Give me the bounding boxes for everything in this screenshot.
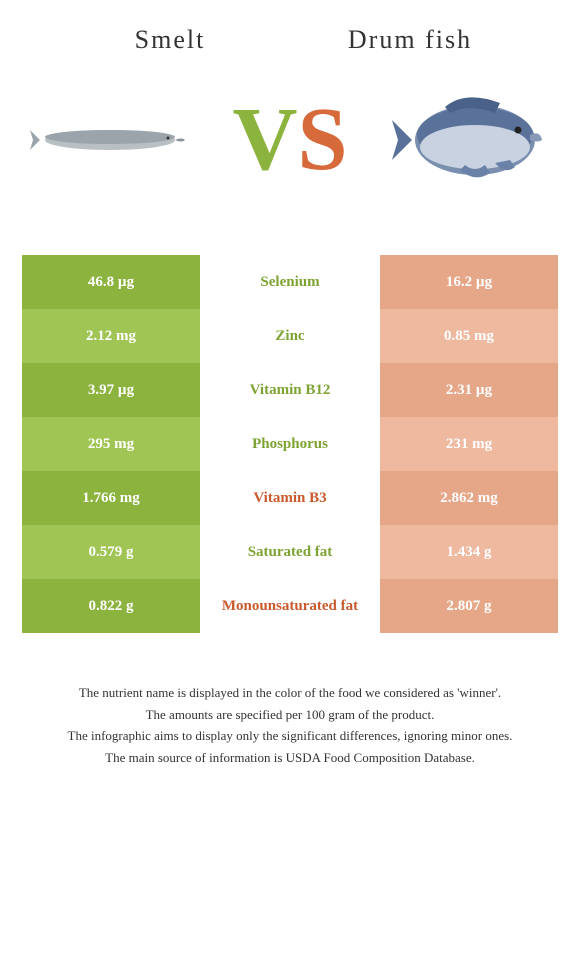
value-right: 1.434 g [380,525,558,579]
value-left: 295 mg [22,417,200,471]
smelt-image [30,90,190,190]
footer-notes: The nutrient name is displayed in the co… [30,683,550,767]
value-left: 0.822 g [22,579,200,633]
value-left: 1.766 mg [22,471,200,525]
nutrient-name: Vitamin B3 [200,471,380,525]
drum-fish-image [390,90,550,190]
vs-s: S [297,90,347,189]
comparison-table: 46.8 µgSelenium16.2 µg2.12 mgZinc0.85 mg… [22,255,558,633]
vs-v: V [232,90,297,189]
table-row: 46.8 µgSelenium16.2 µg [22,255,558,309]
value-right: 0.85 mg [380,309,558,363]
table-row: 0.822 gMonounsaturated fat2.807 g [22,579,558,633]
value-left: 3.97 µg [22,363,200,417]
nutrient-name: Zinc [200,309,380,363]
nutrient-name: Saturated fat [200,525,380,579]
table-row: 2.12 mgZinc0.85 mg [22,309,558,363]
vs-label: VS [232,95,347,185]
table-row: 1.766 mgVitamin B32.862 mg [22,471,558,525]
hero-row: VS [0,55,580,235]
title-right: Drum fish [290,25,530,55]
value-left: 0.579 g [22,525,200,579]
footer-line: The nutrient name is displayed in the co… [30,683,550,703]
value-right: 2.807 g [380,579,558,633]
value-right: 2.862 mg [380,471,558,525]
value-right: 231 mg [380,417,558,471]
table-row: 3.97 µgVitamin B122.31 µg [22,363,558,417]
value-right: 16.2 µg [380,255,558,309]
nutrient-name: Monounsaturated fat [200,579,380,633]
value-right: 2.31 µg [380,363,558,417]
title-left: Smelt [50,25,290,55]
header: Smelt Drum fish [0,0,580,55]
table-row: 295 mgPhosphorus231 mg [22,417,558,471]
value-left: 46.8 µg [22,255,200,309]
footer-line: The amounts are specified per 100 gram o… [30,705,550,725]
table-row: 0.579 gSaturated fat1.434 g [22,525,558,579]
nutrient-name: Selenium [200,255,380,309]
value-left: 2.12 mg [22,309,200,363]
footer-line: The main source of information is USDA F… [30,748,550,768]
footer-line: The infographic aims to display only the… [30,726,550,746]
nutrient-name: Vitamin B12 [200,363,380,417]
nutrient-name: Phosphorus [200,417,380,471]
